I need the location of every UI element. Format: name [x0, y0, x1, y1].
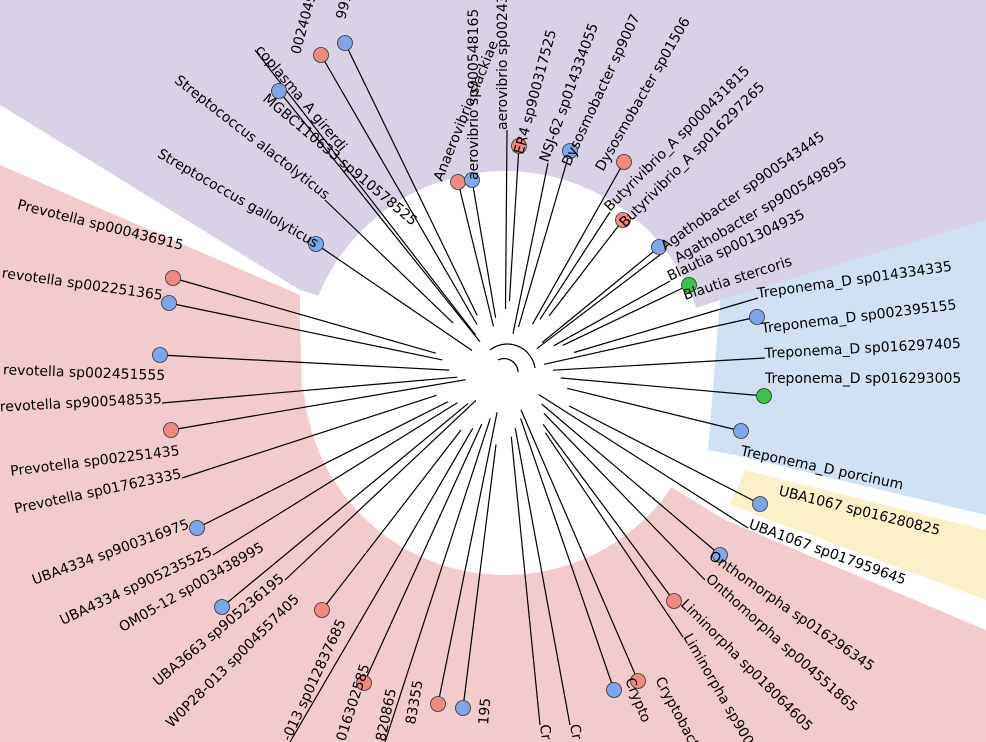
- branch: [196, 401, 449, 529]
- tip-marker: [189, 520, 205, 536]
- tip-marker: [314, 602, 330, 618]
- tree-center-blank: [303, 171, 707, 575]
- branch: [536, 250, 666, 350]
- branch: [520, 418, 615, 691]
- branch: [168, 302, 443, 361]
- branch: [508, 145, 520, 302]
- tip-marker: [615, 212, 631, 228]
- clade-uba1067-background: [730, 470, 986, 600]
- branch: [541, 403, 721, 556]
- branch: [520, 409, 639, 682]
- tip-marker: [651, 239, 667, 255]
- branch: [254, 49, 477, 336]
- tip-marker: [152, 347, 168, 363]
- branch: [161, 376, 458, 404]
- tip-marker: [308, 236, 324, 252]
- branch: [181, 394, 437, 479]
- branch: [324, 199, 454, 324]
- tip-marker: [271, 83, 287, 99]
- branch: [553, 280, 671, 347]
- branch: [212, 402, 458, 556]
- branch: [289, 427, 474, 742]
- tip-marker: [337, 35, 353, 51]
- tip-marker: [356, 675, 372, 691]
- branch: [504, 129, 508, 310]
- branch: [562, 284, 690, 346]
- branch: [510, 436, 541, 726]
- tip-marker: [165, 270, 181, 286]
- branch: [568, 405, 761, 505]
- tip-marker: [562, 143, 578, 159]
- branch: [170, 379, 466, 431]
- tip-label: 195: [476, 697, 494, 725]
- branch: [539, 211, 611, 320]
- tip-marker: [752, 496, 768, 512]
- branch: [567, 387, 742, 432]
- branch: [321, 429, 462, 611]
- tip-marker: [630, 673, 646, 689]
- branch: [514, 427, 571, 726]
- tip-marker: [666, 593, 682, 609]
- tip-marker: [681, 277, 697, 293]
- branch: [543, 316, 758, 365]
- tip-marker: [606, 682, 622, 698]
- tip-label: revotella sp002451555: [3, 362, 166, 384]
- branch: [221, 403, 469, 608]
- tip-marker: [430, 696, 446, 712]
- branch: [538, 393, 749, 529]
- tip-label: Cr: [566, 723, 584, 741]
- branch: [363, 423, 483, 684]
- tip-marker: [450, 174, 466, 190]
- tip-marker: [455, 700, 471, 716]
- tip-label: Cr: [536, 724, 554, 742]
- tip-label: aerovibrio sp900548165: [466, 9, 482, 180]
- branch: [512, 162, 549, 334]
- tip-marker: [313, 47, 329, 63]
- branch: [542, 424, 675, 602]
- tip-marker: [749, 309, 765, 325]
- branch: [544, 432, 684, 638]
- tip-marker: [511, 138, 527, 154]
- tip-marker: [616, 154, 632, 170]
- clade-treponema-background: [708, 220, 986, 515]
- tip-marker: [161, 295, 177, 311]
- branch: [541, 246, 660, 344]
- tip-label: Treponema_D sp016293005: [764, 371, 961, 387]
- branch: [552, 357, 766, 371]
- tip-label: 83355: [403, 679, 426, 726]
- tip-marker: [756, 388, 772, 404]
- branch: [517, 150, 571, 328]
- root-arc: [489, 343, 536, 373]
- clade-bacteroidetes-background: [0, 165, 986, 742]
- branch: [278, 90, 481, 343]
- branch: [543, 412, 706, 581]
- branch: [548, 219, 624, 317]
- branch: [437, 412, 498, 705]
- tip-marker: [163, 422, 179, 438]
- branch: [315, 243, 473, 351]
- tip-label: aerovibrio sp002437735: [495, 0, 511, 130]
- branch: [531, 161, 625, 325]
- tip-marker: [464, 172, 480, 188]
- tip-marker: [733, 423, 749, 439]
- tip-marker: [712, 547, 728, 563]
- branch: [573, 297, 759, 354]
- branch: [284, 399, 477, 581]
- branch: [560, 377, 765, 397]
- branch-lines: [159, 42, 766, 742]
- branch: [462, 444, 497, 709]
- branch: [344, 42, 478, 316]
- tip-markers: [152, 35, 772, 716]
- branch: [172, 277, 436, 354]
- branch: [471, 179, 497, 318]
- branch: [320, 54, 478, 325]
- branch: [159, 354, 450, 371]
- branch: [384, 418, 491, 742]
- tip-marker: [214, 599, 230, 615]
- branch: [457, 181, 495, 327]
